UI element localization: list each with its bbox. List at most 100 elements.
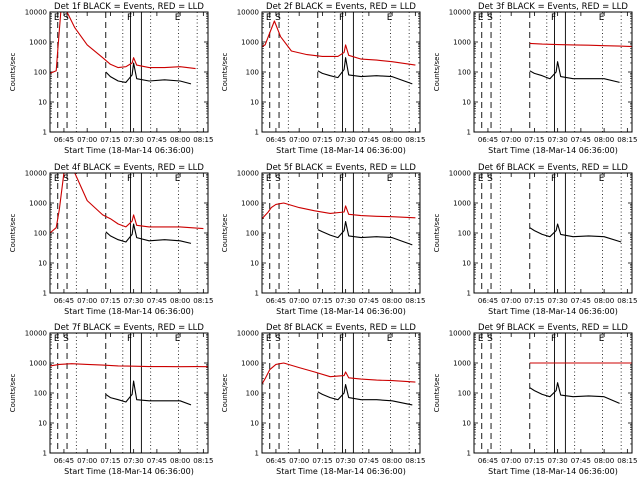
lld-series-line	[529, 42, 632, 48]
x-tick-label: 08:00	[170, 136, 190, 144]
panel-title: Det 1f BLACK = Events, RED = LLD	[54, 2, 204, 12]
x-tick-label: 07:30	[548, 457, 568, 465]
interval-marker-label: E	[175, 174, 181, 184]
interval-marker-label: E	[54, 13, 60, 23]
y-tick-label: 10000	[449, 170, 471, 178]
lld-series-line	[262, 202, 416, 220]
y-tick-label: 1	[467, 450, 471, 458]
x-tick-label: 07:45	[571, 136, 591, 144]
y-tick-label: 1	[43, 450, 47, 458]
x-tick-label: 06:45	[266, 457, 286, 465]
y-tick-label: 10000	[25, 9, 47, 17]
x-tick-label: 07:30	[124, 457, 144, 465]
y-tick-label: 100	[34, 69, 47, 77]
plot-frame	[49, 172, 209, 294]
interval-marker-label: S	[63, 13, 69, 23]
x-tick-label: 07:00	[501, 136, 521, 144]
plot-frame	[261, 172, 421, 294]
x-tick-label: 08:15	[617, 457, 637, 465]
y-axis-label: Counts/sec	[433, 53, 441, 92]
plot-frame	[261, 332, 421, 454]
panel-title: Det 8f BLACK = Events, RED = LLD	[266, 323, 416, 333]
x-axis-label: Start Time (18-Mar-14 06:36:00)	[488, 467, 618, 476]
y-axis-label: Counts/sec	[433, 214, 441, 253]
interval-marker-label: E	[387, 13, 393, 23]
x-tick-label: 08:15	[193, 297, 213, 305]
events-series-line	[105, 223, 192, 244]
interval-marker-label: F	[339, 334, 344, 344]
interval-marker-label: E	[599, 13, 605, 23]
events-series-line	[529, 61, 620, 83]
lld-series-line	[262, 20, 416, 66]
x-tick-label: 07:00	[289, 297, 309, 305]
x-tick-label: 07:45	[359, 297, 379, 305]
y-tick-label: 10	[38, 99, 47, 107]
interval-marker-label: E	[478, 174, 484, 184]
x-tick-label: 07:30	[548, 297, 568, 305]
x-tick-label: 07:15	[312, 457, 332, 465]
interval-marker-label: F	[127, 334, 132, 344]
interval-marker-label: S	[63, 334, 69, 344]
x-axis-label: Start Time (18-Mar-14 06:36:00)	[276, 307, 406, 316]
x-axis-label: Start Time (18-Mar-14 06:36:00)	[488, 307, 618, 316]
x-tick-label: 07:00	[289, 136, 309, 144]
x-tick-label: 07:00	[501, 297, 521, 305]
interval-marker-label: F	[551, 334, 556, 344]
x-tick-label: 07:15	[524, 457, 544, 465]
x-tick-label: 07:45	[147, 136, 167, 144]
y-tick-label: 10000	[25, 330, 47, 338]
y-tick-label: 1	[43, 129, 47, 137]
x-axis-label: Start Time (18-Mar-14 06:36:00)	[488, 146, 618, 155]
x-tick-label: 07:30	[124, 297, 144, 305]
y-tick-label: 1	[255, 450, 259, 458]
y-tick-label: 10	[462, 420, 471, 428]
interval-marker-label: S	[275, 174, 281, 184]
panel-det-8: Det 8f BLACK = Events, RED = LLD Counts/s…	[221, 323, 425, 476]
y-tick-label: 1000	[453, 200, 471, 208]
events-series-line	[529, 223, 622, 243]
interval-marker-label: S	[487, 174, 493, 184]
panel-title: Det 7f BLACK = Events, RED = LLD	[54, 323, 204, 333]
y-tick-label: 1	[255, 290, 259, 298]
y-tick-label: 100	[246, 390, 259, 398]
events-series-line	[105, 380, 192, 406]
panel-title: Det 3f BLACK = Events, RED = LLD	[478, 2, 628, 12]
panel-det-6: Det 6f BLACK = Events, RED = LLD Counts/s…	[433, 163, 637, 316]
x-tick-label: 07:45	[147, 297, 167, 305]
panel-title: Det 5f BLACK = Events, RED = LLD	[266, 163, 416, 173]
y-tick-label: 1000	[453, 360, 471, 368]
y-tick-label: 100	[458, 230, 471, 238]
interval-marker-label: E	[478, 13, 484, 23]
panel-title: Det 9f BLACK = Events, RED = LLD	[478, 323, 628, 333]
y-tick-label: 100	[246, 69, 259, 77]
x-tick-label: 07:15	[100, 297, 120, 305]
x-tick-label: 07:00	[77, 297, 97, 305]
y-tick-label: 10000	[449, 330, 471, 338]
x-tick-label: 08:00	[170, 457, 190, 465]
panel-det-9: Det 9f BLACK = Events, RED = LLD Counts/s…	[433, 323, 637, 476]
lld-series-line	[262, 362, 416, 385]
x-axis-label: Start Time (18-Mar-14 06:36:00)	[276, 146, 406, 155]
x-tick-label: 07:15	[100, 136, 120, 144]
panel-det-4: Det 4f BLACK = Events, RED = LLD Counts/s…	[9, 163, 213, 316]
x-tick-label: 08:00	[594, 136, 614, 144]
y-tick-label: 10000	[237, 170, 259, 178]
interval-marker-label: E	[599, 174, 605, 184]
panel-title: Det 6f BLACK = Events, RED = LLD	[478, 163, 628, 173]
y-tick-label: 100	[34, 230, 47, 238]
x-tick-label: 07:30	[336, 457, 356, 465]
panel-title: Det 2f BLACK = Events, RED = LLD	[266, 2, 416, 12]
x-tick-label: 08:00	[382, 136, 402, 144]
y-tick-label: 1000	[453, 39, 471, 47]
y-axis-label: Counts/sec	[9, 374, 17, 413]
interval-marker-label: E	[266, 334, 272, 344]
y-tick-label: 10	[250, 260, 259, 268]
x-tick-label: 07:00	[289, 457, 309, 465]
interval-marker-label: E	[387, 174, 393, 184]
x-tick-label: 07:30	[336, 297, 356, 305]
interval-marker-label: S	[275, 13, 281, 23]
x-tick-label: 07:15	[524, 297, 544, 305]
x-tick-label: 08:00	[382, 457, 402, 465]
interval-marker-label: E	[175, 13, 181, 23]
